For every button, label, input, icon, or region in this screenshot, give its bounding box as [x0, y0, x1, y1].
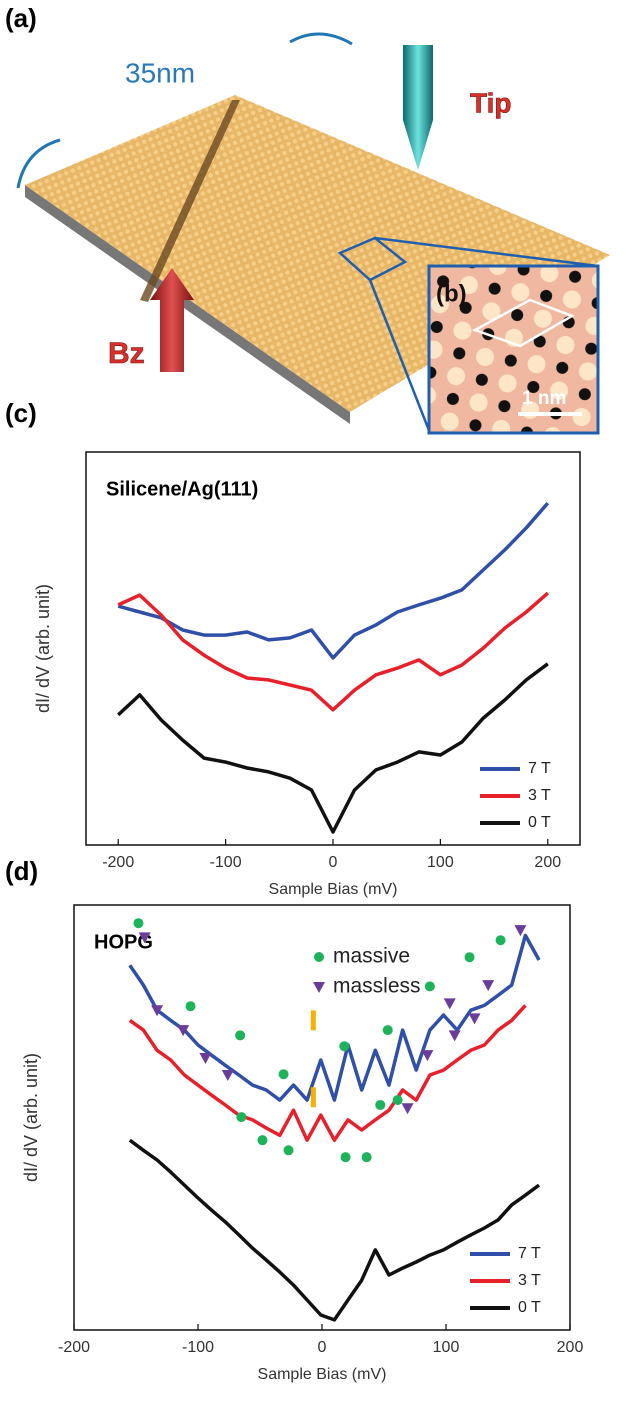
massive-marker [340, 1152, 351, 1163]
legend-label: 3 T [518, 1272, 541, 1289]
y-axis-label: dI/ dV (arb. unit) [33, 584, 53, 713]
surface-edge [25, 185, 350, 424]
x-tick-label: 200 [534, 854, 561, 871]
zoom-line [374, 236, 599, 268]
massless-marker [482, 980, 495, 992]
legend-marker [313, 982, 325, 993]
panel-label: (a) [5, 3, 37, 33]
massive-marker [235, 1030, 246, 1041]
data-line [128, 1138, 541, 1322]
massless-marker [177, 1025, 190, 1037]
legend-label: 0 T [518, 1299, 541, 1316]
legend-label: massive [333, 945, 410, 968]
legend-label: massless [333, 975, 421, 998]
panel-label: (d) [5, 856, 38, 886]
massive-marker [464, 952, 475, 963]
massive-marker [278, 1069, 289, 1080]
massless-marker [151, 1005, 164, 1017]
data-line [128, 933, 541, 1102]
x-tick-label: -100 [210, 854, 242, 871]
field-arrow [150, 268, 194, 372]
scale-arc [289, 32, 353, 46]
massive-marker [283, 1145, 294, 1156]
massless-marker [401, 1103, 414, 1115]
massive-marker [375, 1099, 386, 1110]
chart-title: HOPG [94, 931, 153, 953]
scale-label: 35nm [125, 57, 195, 88]
data-line [117, 591, 549, 712]
x-tick-label: 0 [318, 1339, 327, 1356]
massive-marker [361, 1152, 372, 1163]
peak-marker [310, 1087, 316, 1108]
zoom-line [368, 279, 432, 434]
x-tick-label: 100 [433, 1339, 460, 1356]
field-label: Bz [108, 337, 145, 370]
massless-marker [514, 925, 527, 937]
massive-marker [236, 1112, 247, 1123]
x-axis-label: Sample Bias (mV) [258, 1366, 387, 1383]
massive-marker [133, 918, 144, 929]
data-line [117, 501, 550, 660]
x-tick-label: 100 [427, 854, 454, 871]
massive-marker [392, 1095, 403, 1106]
massless-marker [199, 1053, 212, 1064]
x-tick-label: -200 [102, 854, 134, 871]
y-axis-label: dI/ dV (arb. unit) [21, 1053, 41, 1182]
x-tick-label: 0 [329, 854, 338, 871]
step-edge [140, 100, 240, 302]
massless-marker [443, 998, 456, 1010]
legend-label: 0 T [528, 814, 551, 831]
panel-a: (a) 35nm Tip Bz (b) 1 nm [5, 3, 610, 435]
massless-marker [468, 1013, 481, 1025]
data-line [128, 1004, 527, 1142]
legend-label: 7 T [528, 760, 551, 777]
inset-label: (b) [436, 280, 467, 307]
tip [403, 45, 433, 170]
unit-cell [471, 298, 575, 348]
legend-label: 7 T [518, 1245, 541, 1262]
massive-marker [185, 1001, 196, 1012]
x-tick-label: -100 [182, 1339, 214, 1356]
panel-label: (c) [5, 398, 37, 428]
legend-label: 3 T [528, 787, 551, 804]
scale-arc [16, 138, 61, 189]
zoom-box [337, 236, 408, 282]
inset [427, 264, 600, 435]
chart-title: Silicene/Ag(111) [106, 478, 258, 500]
massless-marker [421, 1050, 434, 1062]
massless-marker [221, 1070, 234, 1081]
massive-marker [339, 1041, 350, 1052]
x-tick-label: -200 [58, 1339, 90, 1356]
x-tick-label: 200 [557, 1339, 584, 1356]
massive-marker [424, 981, 435, 992]
peak-marker [310, 1010, 316, 1031]
legend-marker [314, 952, 324, 962]
x-axis-label: Sample Bias (mV) [269, 881, 398, 898]
plot-frame [85, 451, 581, 846]
massless-marker [448, 1030, 461, 1042]
inset-scale-label: 1 nm [522, 388, 566, 409]
data-line [117, 662, 549, 834]
massless-marker [138, 932, 151, 944]
massive-marker [382, 1025, 393, 1036]
tip-label: Tip [470, 87, 511, 118]
massive-marker [257, 1135, 268, 1146]
massive-marker [495, 935, 506, 946]
